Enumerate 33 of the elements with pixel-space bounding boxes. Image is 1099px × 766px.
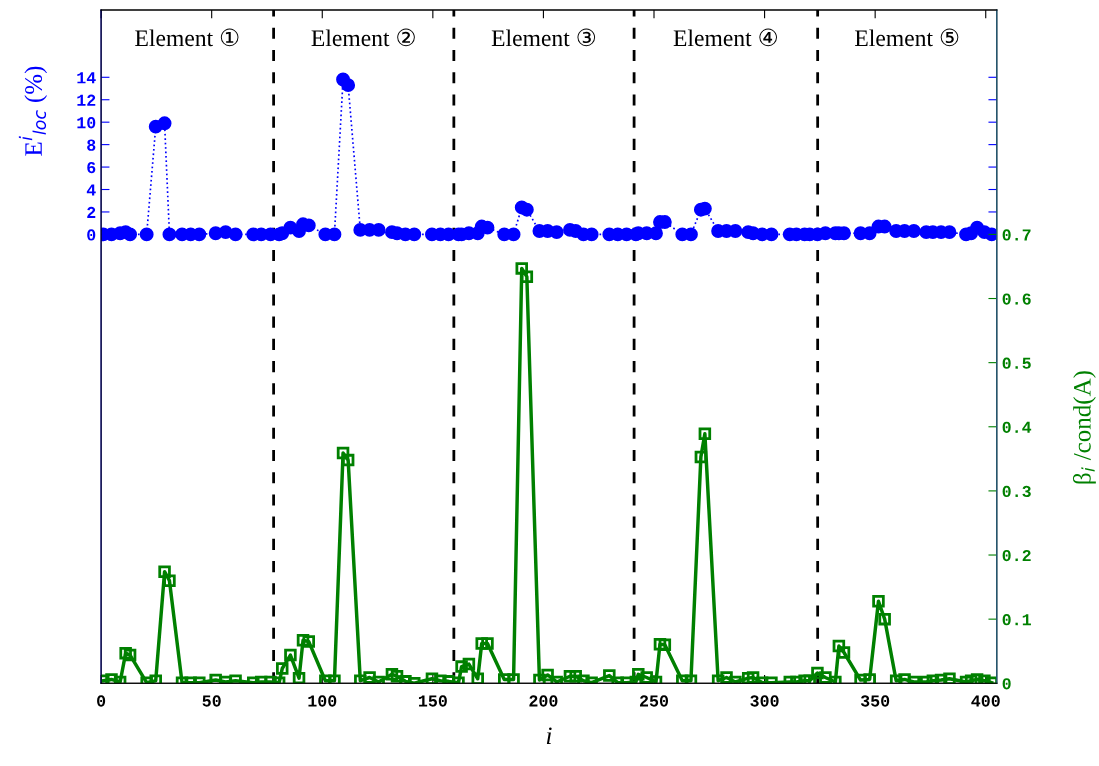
annotation: Element ②: [311, 28, 415, 47]
x-tick-label: 350: [860, 695, 890, 707]
y2-tick-label: 0.4: [1002, 421, 1032, 433]
y2-tick-label: 0.5: [1002, 357, 1031, 369]
y-tick-label: 0: [87, 229, 96, 241]
y2-axis-title: β$_{i}$ /cond(A): [1072, 371, 1096, 484]
y2-tick-label: 0.7: [1002, 229, 1031, 241]
y2-tick-label: 0.2: [1002, 549, 1031, 562]
x-tick-label: 200: [529, 695, 558, 707]
y-tick-label: 14: [77, 72, 96, 84]
x-tick-label: 300: [750, 695, 779, 707]
x-tick-label: 400: [971, 695, 1000, 707]
y2-tick-label: 0: [1002, 678, 1011, 690]
annotation: Element ①: [135, 28, 239, 47]
y-tick-label: 4: [86, 184, 96, 196]
y-tick-label: 10: [77, 117, 96, 129]
x-tick-label: 250: [640, 695, 669, 707]
x-tick-label: 150: [418, 695, 447, 707]
annotation: Element ④: [673, 28, 777, 47]
annotation: Element ③: [491, 28, 596, 47]
x-tick-label: 50: [202, 695, 221, 707]
annotation: Element ⑤: [855, 28, 959, 47]
y-tick-label: 6: [87, 161, 96, 174]
x-axis-title: i: [546, 727, 552, 744]
y-tick-label: 2: [87, 206, 96, 218]
y2-tick-label: 0.3: [1002, 485, 1031, 498]
y2-tick-label: 0.6: [1002, 293, 1031, 305]
x-tick-label: 0: [97, 695, 106, 707]
y-tick-label: 8: [87, 139, 96, 151]
y2-tick-label: 0.1: [1002, 614, 1031, 626]
x-tick-label: 100: [308, 695, 337, 707]
y-tick-label: 12: [77, 94, 96, 106]
y-axis-title: E$^{i}$$_{loc}$ (%): [18, 66, 48, 156]
